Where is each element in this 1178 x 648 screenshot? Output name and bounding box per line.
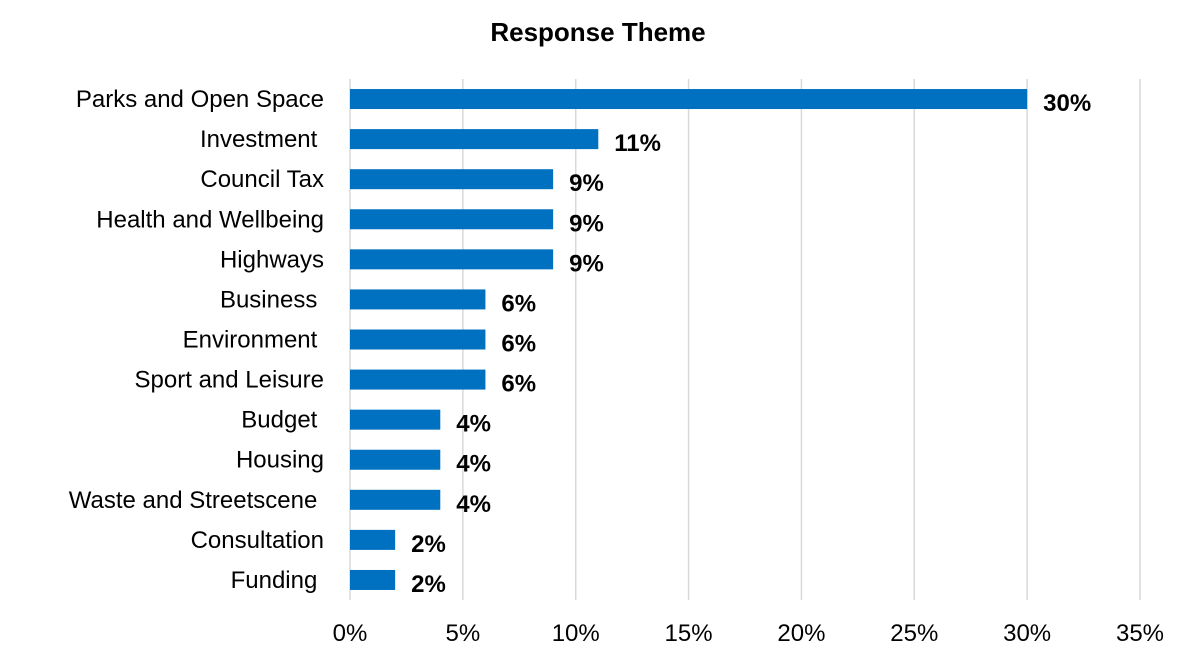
category-label: Health and Wellbeing bbox=[96, 206, 324, 233]
x-tick-label: 25% bbox=[890, 620, 938, 643]
category-label: Parks and Open Space bbox=[76, 86, 324, 113]
category-label: Business bbox=[220, 286, 324, 313]
x-tick-label: 5% bbox=[446, 620, 481, 643]
value-labels: 30% 11% 9% 9% 9% 6% 6% 6% 4% 4% 4% 2% 2% bbox=[411, 90, 1091, 598]
category-label: Funding bbox=[231, 567, 324, 594]
x-tick-label: 10% bbox=[552, 620, 600, 643]
bar bbox=[350, 449, 441, 470]
bar bbox=[350, 569, 396, 590]
data-label: 6% bbox=[501, 290, 536, 317]
bar bbox=[350, 289, 486, 310]
category-label: Highways bbox=[220, 246, 324, 273]
data-label: 30% bbox=[1043, 90, 1091, 117]
category-labels: Parks and Open Space Investment Council T… bbox=[69, 86, 324, 594]
data-label: 4% bbox=[456, 411, 491, 438]
data-label: 9% bbox=[569, 250, 604, 277]
data-label: 6% bbox=[501, 371, 536, 398]
bar bbox=[350, 129, 599, 150]
data-label: 11% bbox=[614, 130, 661, 157]
x-tick-label: 0% bbox=[333, 620, 368, 643]
data-label: 9% bbox=[569, 210, 604, 237]
data-label: 2% bbox=[411, 531, 446, 558]
chart-title: Response Theme bbox=[490, 17, 705, 47]
bar bbox=[350, 369, 486, 390]
data-label: 2% bbox=[411, 571, 446, 598]
bar bbox=[350, 249, 554, 270]
bar bbox=[350, 529, 396, 550]
x-tick-label: 30% bbox=[1003, 620, 1051, 643]
bar bbox=[350, 89, 1028, 110]
x-tick-label: 20% bbox=[777, 620, 825, 643]
data-label: 6% bbox=[501, 331, 536, 358]
bar bbox=[350, 409, 441, 430]
data-label: 9% bbox=[569, 170, 604, 197]
category-label: Waste and Streetscene bbox=[69, 487, 324, 514]
data-label: 4% bbox=[456, 451, 491, 478]
category-label: Sport and Leisure bbox=[135, 367, 324, 394]
bar bbox=[350, 489, 441, 510]
category-label: Consultation bbox=[191, 527, 324, 554]
category-label: Housing bbox=[236, 447, 324, 474]
category-label: Budget bbox=[241, 407, 324, 434]
x-tick-label: 35% bbox=[1116, 620, 1164, 643]
data-label: 4% bbox=[456, 491, 491, 518]
bar bbox=[350, 169, 554, 190]
bar bbox=[350, 329, 486, 350]
category-label: Council Tax bbox=[200, 166, 324, 193]
bars bbox=[350, 89, 1028, 590]
x-tick-label: 15% bbox=[665, 620, 713, 643]
grid-lines bbox=[349, 79, 1141, 600]
bar bbox=[350, 209, 554, 230]
x-tick-labels: 0% 5% 10% 15% 20% 25% 30% 35% bbox=[333, 620, 1164, 647]
category-label: Environment bbox=[183, 327, 324, 354]
category-label: Investment bbox=[200, 126, 324, 153]
